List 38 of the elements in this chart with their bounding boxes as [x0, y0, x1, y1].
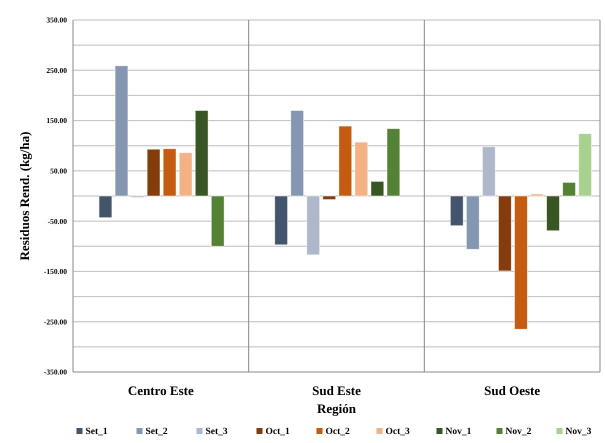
bar [210, 196, 225, 247]
x-tick-label: Sud Este [312, 383, 362, 398]
bar [482, 146, 496, 196]
bar [546, 196, 560, 232]
bar [290, 110, 304, 196]
bar [354, 142, 368, 196]
bar [530, 194, 544, 196]
bar [338, 126, 352, 196]
x-tick-label: Centro Este [128, 383, 194, 398]
y-axis-title: Residuos Rend. (kg/ha) [17, 132, 32, 260]
legend-label: Oct_3 [386, 427, 410, 437]
bar [450, 196, 464, 226]
x-tick-label: Sud Oeste [484, 383, 540, 398]
bar [162, 148, 176, 196]
bar [98, 196, 112, 218]
bar [370, 181, 384, 196]
legend-label: Oct_2 [326, 427, 350, 437]
bar [322, 196, 336, 200]
bar [146, 148, 160, 196]
bar [274, 196, 288, 246]
bar [178, 152, 192, 196]
legend-label: Oct_1 [266, 427, 290, 437]
legend-label: Set_3 [206, 427, 228, 437]
bar [194, 110, 209, 196]
bar [578, 133, 592, 196]
legend-label: Nov_2 [506, 427, 532, 437]
bar [466, 196, 480, 250]
legend-label: Set_1 [86, 427, 108, 437]
bar [386, 128, 400, 196]
legend-label: Nov_3 [566, 427, 592, 437]
bar [114, 65, 128, 196]
bar [498, 196, 512, 272]
bar [306, 196, 320, 256]
legend-label: Nov_1 [446, 427, 472, 437]
bar [562, 182, 576, 196]
bar [514, 196, 528, 330]
legend-label: Set_2 [146, 427, 168, 437]
x-axis-title: Región [317, 401, 357, 416]
